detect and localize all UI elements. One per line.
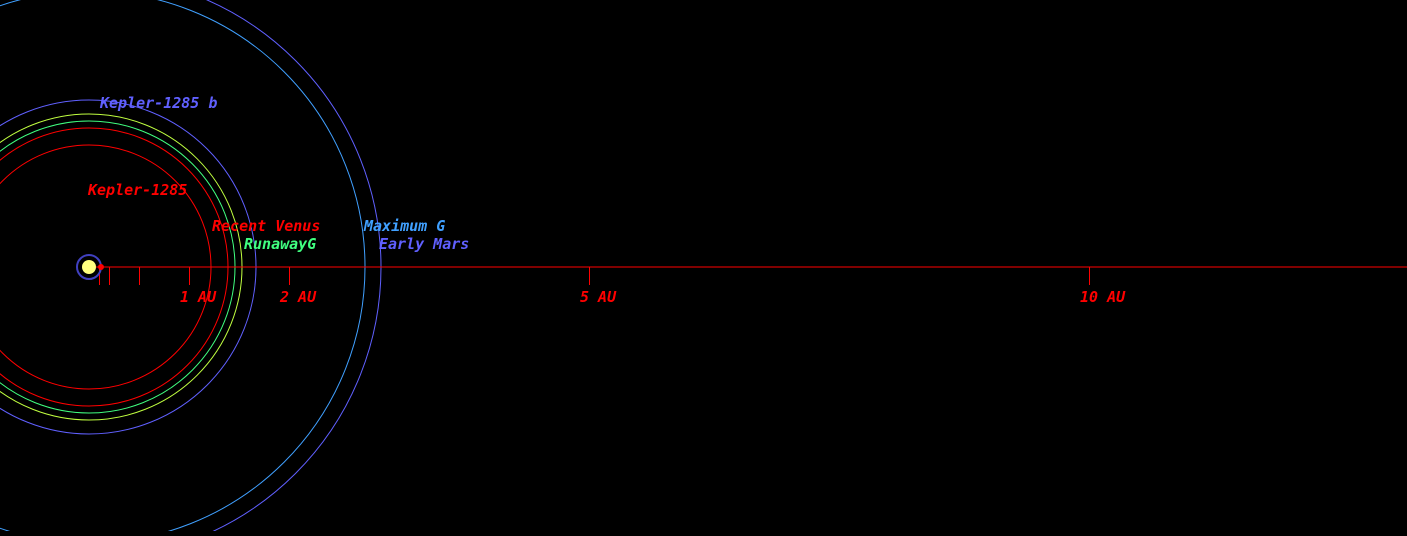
axis-label-1au: 1 AU bbox=[180, 288, 217, 306]
orbit-label-kepler-1285b: Kepler-1285 b bbox=[99, 94, 217, 112]
axis-label-2au: 2 AU bbox=[279, 288, 317, 306]
orbit-label-runaway-g: RunawayG bbox=[244, 235, 316, 253]
orbit-label-early-mars: Early Mars bbox=[379, 235, 469, 253]
orbit-early-mars bbox=[201, 0, 382, 536]
orbit-label-recent-venus: Recent Venus bbox=[212, 217, 320, 235]
orbit-label-kepler-1285: Kepler-1285 bbox=[87, 181, 187, 199]
orbit-label-maximum-g: Maximum G bbox=[363, 217, 445, 235]
axis-ticks bbox=[99, 267, 1090, 285]
axis-label-10au: 10 AU bbox=[1080, 288, 1126, 306]
axis-labels: 1 AU 2 AU 5 AU 10 AU bbox=[180, 288, 1126, 306]
orbits-layer bbox=[0, 0, 382, 536]
orbit-maximum-g bbox=[0, 0, 366, 536]
star-icon bbox=[76, 254, 104, 280]
axis-label-5au: 5 AU bbox=[580, 288, 617, 306]
